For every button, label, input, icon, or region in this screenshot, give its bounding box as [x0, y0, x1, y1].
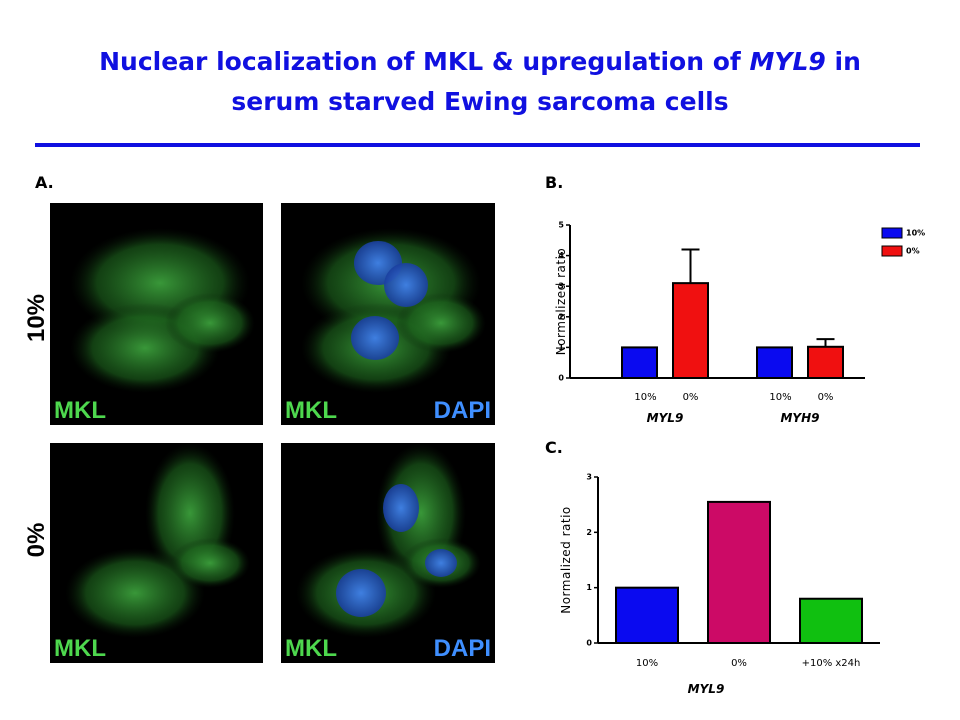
- title-part: Nuclear localization of MKL & upregulati…: [99, 47, 749, 76]
- y-tick-label: 0: [586, 639, 592, 648]
- micrograph: MKL: [50, 203, 263, 425]
- x-tick-label: 10%: [769, 392, 791, 403]
- panel-label: A.: [35, 173, 54, 192]
- stain-label: MKL: [54, 635, 106, 662]
- y-tick-label: 2: [586, 528, 592, 537]
- x-tick-label: 0%: [683, 392, 699, 403]
- bar: [621, 346, 658, 379]
- group-label: MYH9: [780, 411, 819, 425]
- bar: [756, 346, 793, 379]
- x-tick-label: 10%: [634, 392, 656, 403]
- row-label: 10%: [23, 294, 50, 342]
- y-tick-label: 1: [586, 583, 592, 592]
- title-line: serum starved Ewing sarcoma cells: [231, 87, 728, 116]
- error-bar: [681, 248, 700, 284]
- y-axis-label: Normalized ratio: [559, 506, 573, 614]
- micrograph: MKL DAPI: [281, 443, 495, 663]
- y-tick-label: 1: [558, 343, 564, 352]
- x-tick-label: 0%: [818, 392, 834, 403]
- bar: [672, 282, 709, 380]
- legend-swatch: [881, 245, 903, 257]
- y-tick-label: 4: [558, 251, 564, 260]
- error-bar: [816, 338, 835, 347]
- x-tick-label: 10%: [636, 658, 658, 669]
- stain-label: DAPI: [434, 397, 491, 424]
- y-tick-label: 3: [558, 282, 564, 291]
- legend-label: 10%: [906, 229, 925, 238]
- panel-label: B.: [545, 173, 563, 192]
- micrograph: MKL: [50, 443, 263, 663]
- title-part: in: [826, 47, 861, 76]
- stain-label: DAPI: [434, 635, 491, 662]
- stain-label: MKL: [54, 397, 106, 424]
- x-axis-label: MYL9: [688, 682, 725, 696]
- x-tick-label: 0%: [731, 658, 747, 669]
- micrograph: MKL DAPI: [281, 203, 495, 425]
- title: Nuclear localization of MKL & upregulati…: [99, 47, 861, 76]
- y-tick-label: 0: [558, 374, 564, 383]
- bar: [807, 345, 844, 379]
- stain-label: MKL: [285, 635, 337, 662]
- legend-label: 0%: [906, 247, 920, 256]
- y-tick-label: 3: [586, 473, 592, 482]
- bar: [799, 597, 863, 645]
- y-tick-label: 5: [558, 221, 564, 230]
- legend-swatch: [881, 227, 903, 239]
- row-label: 0%: [23, 523, 50, 558]
- x-tick-label: +10% x24h: [802, 658, 861, 669]
- y-axis-label: Normalized ratio: [554, 248, 568, 356]
- group-label: MYL9: [647, 411, 684, 425]
- title-part: MYL9: [749, 47, 825, 76]
- stain-label: MKL: [285, 397, 337, 424]
- y-tick-label: 2: [558, 312, 564, 321]
- bar: [707, 500, 771, 644]
- panel-label: C.: [545, 438, 563, 457]
- bar: [615, 586, 679, 645]
